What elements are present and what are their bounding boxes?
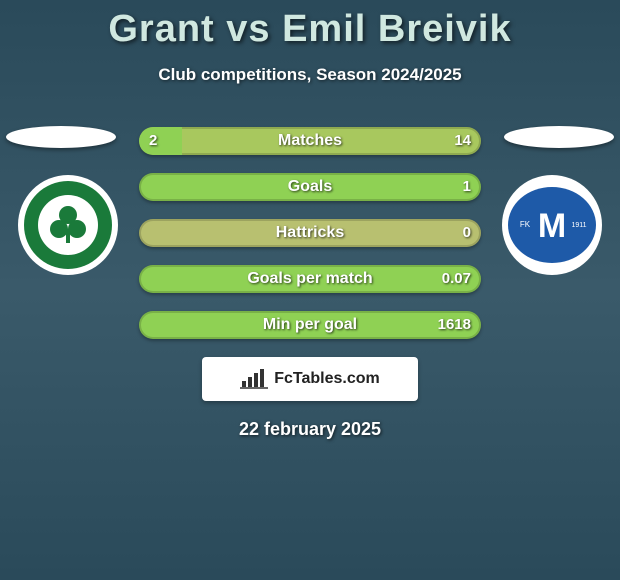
stat-value-right: 0.07 [442, 265, 471, 293]
shamrock-rovers-icon [18, 175, 118, 275]
svg-text:1911: 1911 [571, 222, 586, 229]
bar-chart-icon [240, 369, 268, 389]
club-badge-left [18, 175, 118, 275]
fctables-label: FcTables.com [274, 370, 380, 388]
stat-row: Goals 1 [139, 173, 481, 201]
stat-value-right: 1 [463, 173, 471, 201]
stat-value-right: 14 [454, 127, 471, 155]
stat-value-right: 0 [463, 219, 471, 247]
stat-label: Min per goal [139, 311, 481, 339]
stat-label: Goals per match [139, 265, 481, 293]
player-left-form-ellipse [6, 126, 116, 148]
stat-label: Matches [139, 127, 481, 155]
stat-row: 2 Matches 14 [139, 127, 481, 155]
stat-label: Hattricks [139, 219, 481, 247]
fctables-badge[interactable]: FcTables.com [202, 357, 418, 401]
date-label: 22 february 2025 [0, 419, 620, 440]
stat-row: Min per goal 1618 [139, 311, 481, 339]
svg-text:FK: FK [520, 220, 531, 229]
stat-row: Goals per match 0.07 [139, 265, 481, 293]
svg-text:M: M [538, 207, 566, 245]
player-right-form-ellipse [504, 126, 614, 148]
page-title: Grant vs Emil Breivik [0, 0, 620, 51]
stat-value-right: 1618 [438, 311, 471, 339]
stat-row: Hattricks 0 [139, 219, 481, 247]
club-badge-right: M FK 1911 [502, 175, 602, 275]
stats-container: 2 Matches 14 Goals 1 Hattricks 0 Goals p… [139, 127, 481, 339]
molde-fk-icon: M FK 1911 [502, 175, 602, 275]
stat-label: Goals [139, 173, 481, 201]
subtitle: Club competitions, Season 2024/2025 [0, 65, 620, 85]
